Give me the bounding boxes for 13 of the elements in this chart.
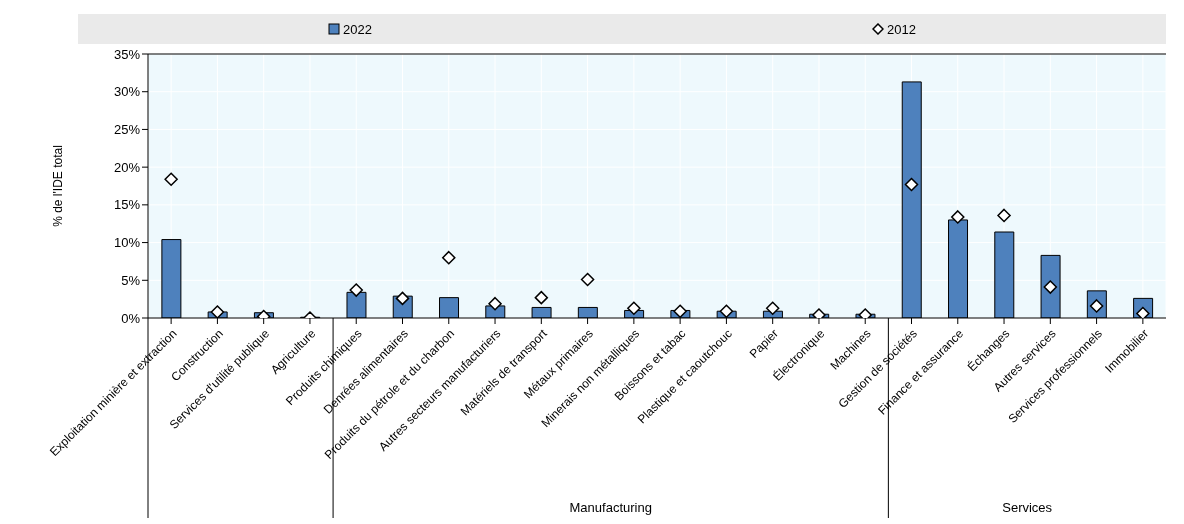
text: Manufacturing [568,500,653,515]
text: Services [1001,500,1054,515]
legend-label: 2022 [342,21,372,37]
y-tick-label: 5% [121,272,141,288]
y-tick-label: 20% [113,159,141,175]
y-tick-label: 35% [113,46,141,62]
legend-label: 2012 [886,21,916,37]
y-axis-title: % de l'IDE total [51,145,66,227]
y-tick-label: 15% [113,197,141,213]
y-tick-label: 25% [113,122,141,138]
y-tick-label: 10% [113,235,141,251]
y-tick-label: 30% [113,84,141,100]
y-tick-label: 0% [121,310,141,326]
